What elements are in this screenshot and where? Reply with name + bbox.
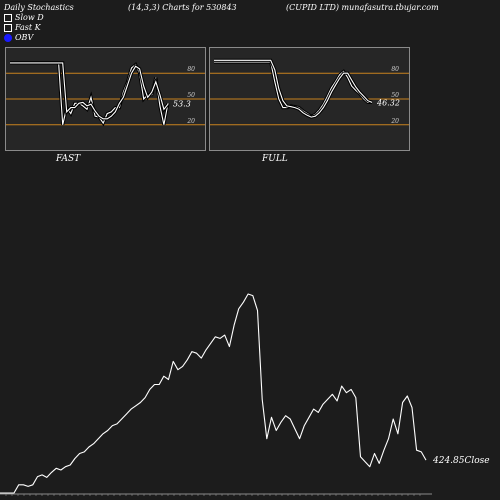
full-stochastics-panel: 20 50 80 46.32 [209,47,410,151]
full-series-1-shadow [214,58,373,119]
legend-label-fast-k: Fast K [15,23,41,32]
fast-series-1-shadow [10,61,170,121]
full-last-value-label: 46.32 [376,98,400,107]
fast-stochastics-chart: 20 50 80 53.3 [6,61,205,127]
full-series-1-line [214,59,373,118]
full-tick-20: 20 [390,118,399,125]
legend-fast-k: Fast K [4,23,41,32]
fast-tick-50: 50 [187,92,195,99]
legend-swatch-slow-d [4,13,12,22]
full-panel-label: FULL [262,154,288,164]
fast-panel-label: FAST [56,154,81,164]
fast-tick-80: 80 [187,66,195,73]
fast-stochastics-panel: 20 50 80 53.3 [5,47,206,151]
legend-label-slow-d: Slow D [15,13,44,22]
title-middle: (14,3,3) Charts for 530843 [128,3,237,12]
full-tick-80: 80 [391,66,399,73]
fast-series-0-shadow [10,61,170,127]
full-tick-50: 50 [391,92,399,99]
fast-tick-20: 20 [186,118,195,125]
fast-last-value-label: 53.3 [173,99,191,108]
title-right: (CUPID LTD) munafasutra.tbujar.com [286,3,439,12]
legend-swatch-fast-k [4,23,12,32]
legend-swatch-obv [4,33,12,42]
legend-slow-d: Slow D [4,13,44,22]
full-stochastics-chart: 20 50 80 46.32 [210,58,409,126]
legend-obv: OBV [4,33,33,42]
series-close-line [0,293,427,494]
fast-series-1-line [10,62,169,120]
title-left: Daily Stochastics [4,3,74,12]
close-last-value-label: 424.85Close [432,456,490,466]
legend-label-obv: OBV [15,33,34,42]
